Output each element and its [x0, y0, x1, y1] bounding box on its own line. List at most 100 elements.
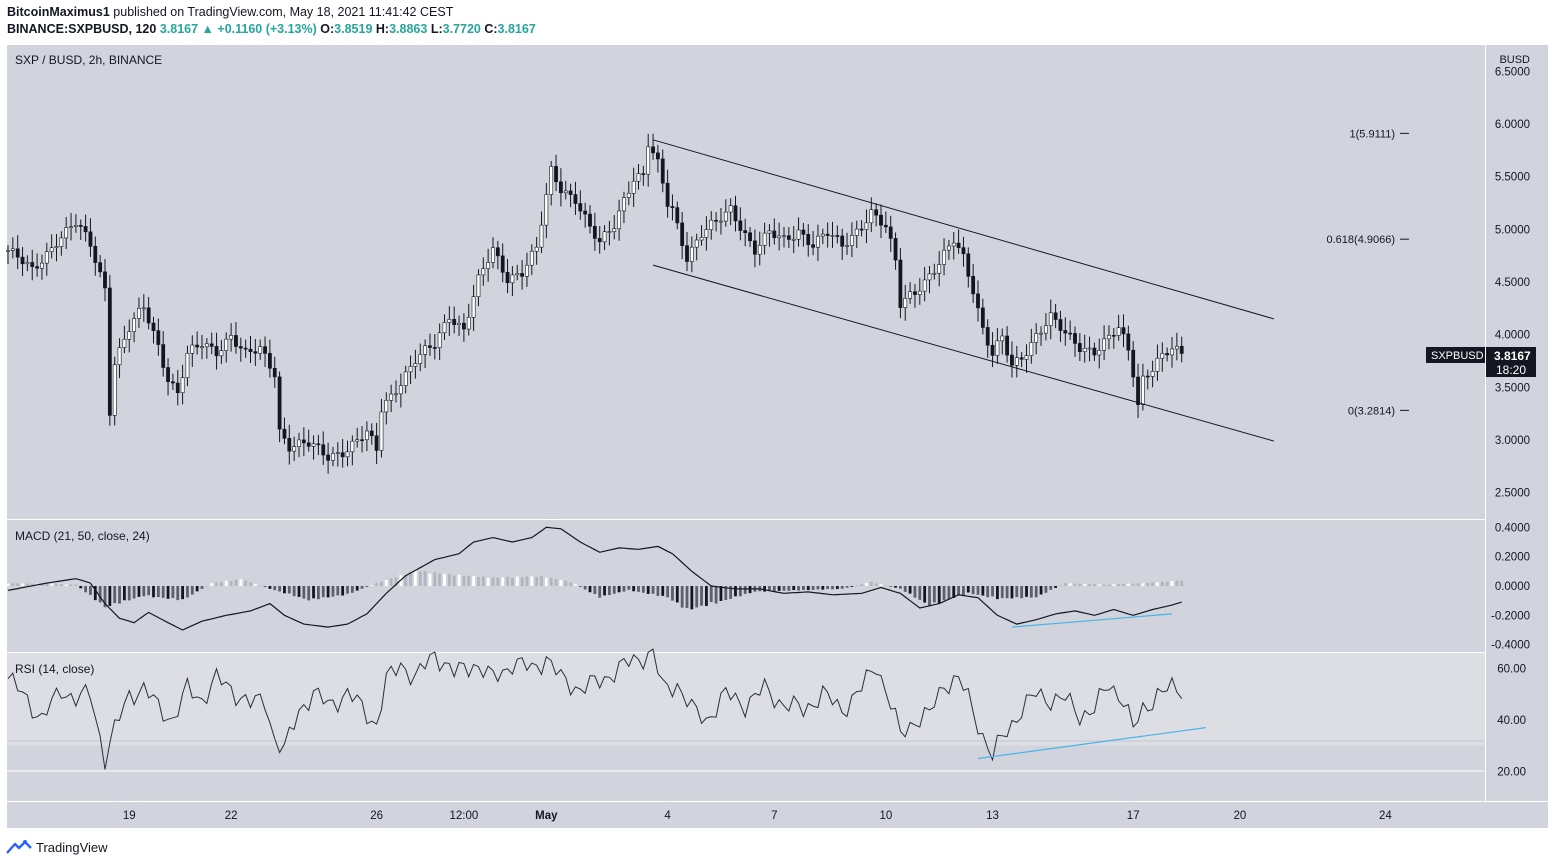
candle[interactable]: [408, 355, 413, 384]
tradingview-logo-icon[interactable]: [6, 839, 32, 855]
candle[interactable]: [558, 168, 563, 207]
candle[interactable]: [112, 356, 117, 426]
candle[interactable]: [583, 202, 588, 228]
candle[interactable]: [394, 380, 398, 403]
candle[interactable]: [927, 265, 932, 294]
candle[interactable]: [685, 231, 689, 272]
candle[interactable]: [534, 236, 539, 265]
candle[interactable]: [636, 163, 641, 190]
candle[interactable]: [1063, 317, 1068, 346]
candle[interactable]: [234, 322, 238, 354]
candle[interactable]: [171, 373, 175, 390]
candle[interactable]: [568, 183, 573, 208]
candle[interactable]: [78, 219, 83, 240]
candle[interactable]: [326, 442, 331, 474]
candle[interactable]: [796, 217, 801, 247]
time-axis-bg[interactable]: [7, 802, 1548, 828]
candle[interactable]: [384, 392, 389, 425]
candle[interactable]: [316, 434, 321, 456]
candle[interactable]: [1092, 342, 1097, 362]
candle[interactable]: [432, 334, 437, 360]
candle[interactable]: [801, 222, 806, 247]
publisher-name[interactable]: BitcoinMaximus1: [7, 5, 110, 19]
candle[interactable]: [185, 345, 190, 387]
candle[interactable]: [161, 331, 166, 377]
candle[interactable]: [510, 266, 515, 297]
candle[interactable]: [772, 218, 777, 245]
candle[interactable]: [728, 198, 733, 226]
candle[interactable]: [1048, 299, 1053, 340]
candle[interactable]: [622, 191, 626, 224]
candle[interactable]: [956, 229, 961, 254]
candle[interactable]: [6, 245, 10, 265]
candle[interactable]: [1107, 325, 1111, 350]
candle[interactable]: [689, 236, 694, 273]
candle[interactable]: [719, 208, 723, 235]
candle[interactable]: [93, 236, 98, 276]
candle[interactable]: [1141, 363, 1145, 411]
candle[interactable]: [1160, 342, 1165, 372]
candle[interactable]: [204, 338, 209, 359]
candle[interactable]: [942, 238, 946, 276]
candle[interactable]: [132, 312, 137, 343]
candle[interactable]: [418, 343, 423, 372]
candle[interactable]: [117, 338, 122, 379]
candle[interactable]: [893, 232, 898, 270]
candle[interactable]: [612, 215, 617, 240]
candle[interactable]: [398, 373, 403, 408]
candle[interactable]: [1058, 310, 1063, 342]
candle[interactable]: [491, 237, 495, 269]
candle[interactable]: [937, 251, 942, 287]
candle[interactable]: [757, 231, 762, 266]
candle[interactable]: [563, 180, 568, 200]
footer-brand[interactable]: TradingView: [36, 839, 108, 855]
candle[interactable]: [374, 422, 379, 465]
candle[interactable]: [248, 335, 253, 364]
candle[interactable]: [1053, 304, 1058, 329]
candle[interactable]: [229, 323, 234, 352]
candle[interactable]: [1174, 332, 1179, 361]
candle[interactable]: [946, 239, 951, 260]
candle[interactable]: [224, 332, 229, 363]
candle[interactable]: [151, 316, 156, 344]
candle[interactable]: [1170, 337, 1174, 368]
channel-lower-line[interactable]: [652, 264, 1274, 442]
candle[interactable]: [360, 426, 364, 453]
candle[interactable]: [752, 229, 757, 268]
candle[interactable]: [714, 212, 719, 232]
candle[interactable]: [311, 435, 316, 460]
candle[interactable]: [554, 154, 558, 192]
candle[interactable]: [335, 442, 340, 467]
candle[interactable]: [49, 234, 54, 259]
candle[interactable]: [442, 314, 447, 340]
candle[interactable]: [651, 133, 655, 160]
candle[interactable]: [549, 161, 554, 206]
candle[interactable]: [825, 222, 830, 248]
candle[interactable]: [655, 144, 660, 173]
candle[interactable]: [602, 225, 607, 250]
candle[interactable]: [364, 421, 369, 452]
candle[interactable]: [389, 384, 394, 413]
candle[interactable]: [107, 274, 112, 426]
candle[interactable]: [428, 333, 432, 356]
candle[interactable]: [665, 169, 670, 218]
candle[interactable]: [820, 228, 825, 245]
candle[interactable]: [486, 248, 491, 282]
candle[interactable]: [54, 234, 59, 262]
candle[interactable]: [811, 231, 816, 256]
candle[interactable]: [932, 263, 937, 280]
candle[interactable]: [951, 232, 956, 260]
candle[interactable]: [864, 209, 869, 244]
candle[interactable]: [423, 339, 428, 369]
candle[interactable]: [1111, 328, 1116, 349]
candle[interactable]: [1165, 347, 1170, 362]
candle[interactable]: [806, 224, 811, 257]
candle[interactable]: [738, 207, 743, 241]
candle[interactable]: [1034, 323, 1039, 355]
candle[interactable]: [1077, 333, 1082, 361]
candle[interactable]: [835, 225, 840, 244]
candle[interactable]: [733, 195, 738, 232]
candle[interactable]: [306, 429, 311, 452]
candle[interactable]: [15, 235, 20, 270]
candle[interactable]: [243, 339, 248, 358]
